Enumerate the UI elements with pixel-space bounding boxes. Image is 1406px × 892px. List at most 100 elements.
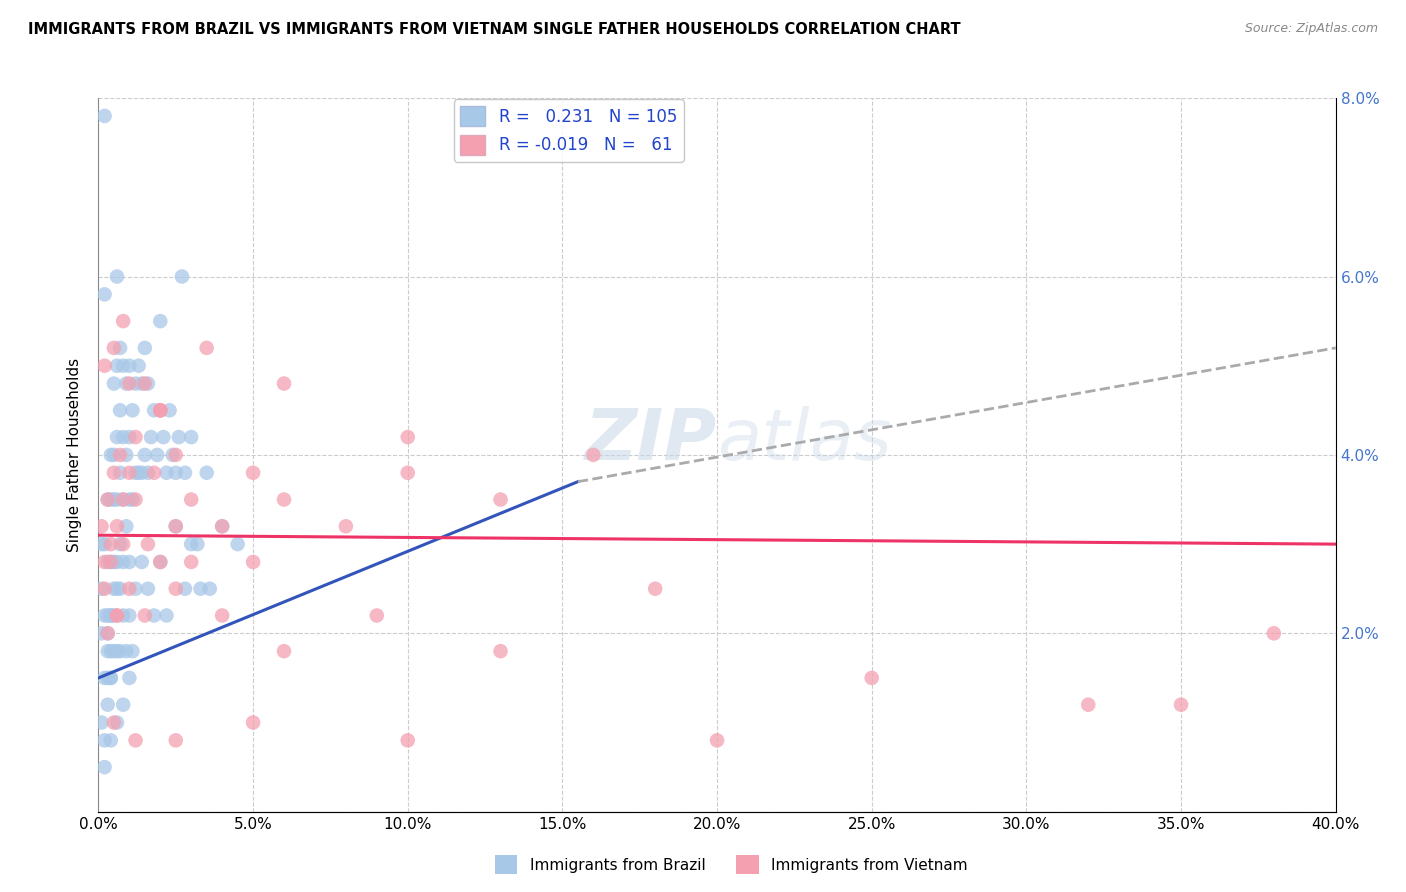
Point [112, 698, 135, 712]
Text: IMMIGRANTS FROM BRAZIL VS IMMIGRANTS FROM VIETNAM SINGLE FATHER HOUSEHOLDS CORRE: IMMIGRANTS FROM BRAZIL VS IMMIGRANTS FRO… [28, 22, 960, 37]
Point [396, 430, 419, 444]
Point [211, 519, 233, 533]
Point [97, 555, 120, 569]
Point [136, 537, 159, 551]
Point [118, 376, 141, 391]
Point [174, 466, 197, 480]
Point [115, 376, 138, 391]
Point [100, 555, 122, 569]
Point [124, 582, 146, 596]
Point [100, 671, 122, 685]
Point [143, 608, 166, 623]
Point [860, 671, 883, 685]
Point [180, 537, 202, 551]
Point [108, 644, 131, 658]
Legend: Immigrants from Brazil, Immigrants from Vietnam: Immigrants from Brazil, Immigrants from … [488, 849, 974, 880]
Point [103, 448, 125, 462]
Point [118, 555, 141, 569]
Point [93, 608, 115, 623]
Point [139, 430, 162, 444]
Point [105, 555, 128, 569]
Point [134, 608, 156, 623]
Point [121, 403, 143, 417]
Point [93, 555, 115, 569]
Point [180, 492, 202, 507]
Point [105, 715, 128, 730]
Point [242, 715, 264, 730]
Point [118, 582, 141, 596]
Point [195, 341, 218, 355]
Point [124, 733, 146, 747]
Point [131, 466, 153, 480]
Point [489, 644, 512, 658]
Point [149, 314, 172, 328]
Point [90, 519, 112, 533]
Point [100, 608, 122, 623]
Point [273, 376, 295, 391]
Point [167, 430, 190, 444]
Point [93, 109, 115, 123]
Point [115, 448, 138, 462]
Point [155, 608, 177, 623]
Point [155, 466, 177, 480]
Point [93, 537, 115, 551]
Point [118, 671, 141, 685]
Point [706, 733, 728, 747]
Point [103, 341, 125, 355]
Point [105, 519, 128, 533]
Point [115, 644, 138, 658]
Point [112, 314, 135, 328]
Point [108, 448, 131, 462]
Point [103, 376, 125, 391]
Point [100, 608, 122, 623]
Point [165, 519, 187, 533]
Point [489, 492, 512, 507]
Point [195, 466, 218, 480]
Point [97, 492, 120, 507]
Point [396, 466, 419, 480]
Point [134, 448, 156, 462]
Point [165, 582, 187, 596]
Point [128, 466, 150, 480]
Point [128, 359, 150, 373]
Point [93, 287, 115, 301]
Point [112, 359, 135, 373]
Legend: R =   0.231   N = 105, R = -0.019   N =   61: R = 0.231 N = 105, R = -0.019 N = 61 [454, 99, 683, 161]
Point [162, 448, 184, 462]
Point [103, 555, 125, 569]
Point [100, 555, 122, 569]
Point [149, 403, 172, 417]
Point [165, 448, 187, 462]
Point [118, 359, 141, 373]
Point [103, 608, 125, 623]
Point [149, 403, 172, 417]
Point [211, 608, 233, 623]
Point [103, 492, 125, 507]
Point [136, 376, 159, 391]
Point [165, 733, 187, 747]
Point [121, 644, 143, 658]
Point [90, 582, 112, 596]
Point [97, 626, 120, 640]
Point [136, 466, 159, 480]
Point [105, 608, 128, 623]
Point [103, 582, 125, 596]
Point [136, 582, 159, 596]
Point [170, 269, 193, 284]
Point [112, 492, 135, 507]
Point [93, 582, 115, 596]
Point [112, 608, 135, 623]
Point [124, 376, 146, 391]
Point [105, 582, 128, 596]
Point [105, 644, 128, 658]
Point [97, 608, 120, 623]
Point [105, 608, 128, 623]
Point [118, 608, 141, 623]
Point [97, 671, 120, 685]
Point [103, 466, 125, 480]
Point [190, 582, 212, 596]
Point [226, 537, 249, 551]
Point [118, 466, 141, 480]
Point [90, 537, 112, 551]
Point [97, 492, 120, 507]
